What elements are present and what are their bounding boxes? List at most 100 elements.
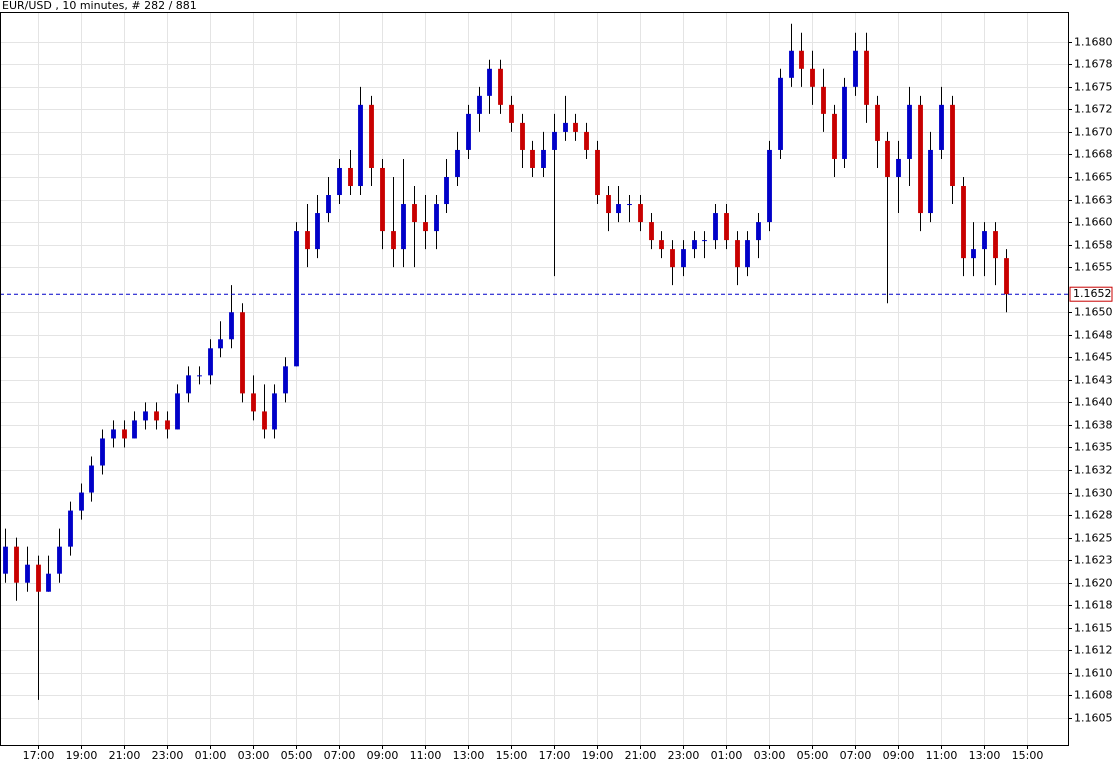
candle-body [982,231,987,250]
candle-body [595,149,600,196]
candle-body [434,204,439,232]
y-tick-label: 1.1630 [1074,487,1113,500]
candle-body [971,249,976,259]
candle-body [885,140,890,177]
candle-body [509,104,514,123]
candle-body [530,149,535,168]
y-tick-label: 1.1618 [1074,599,1113,612]
candle-body [143,411,148,421]
candle-body [627,204,632,206]
candle-body [907,104,912,159]
candle-body [1004,258,1009,295]
candle-body [412,204,417,223]
x-tick-label: 13:00 [453,749,485,761]
candle-body [649,222,654,241]
candle-body [573,122,578,132]
candle-body [939,104,944,150]
candle-body [3,546,8,574]
candle-body [692,240,697,250]
x-tick-label: 15:00 [496,749,528,761]
y-tick-label: 1.1643 [1074,374,1113,387]
candle-body [702,240,707,242]
candle-body [477,95,482,114]
candle-body [799,50,804,69]
x-tick-label: 11:00 [410,749,442,761]
candle-body [616,204,621,214]
candle-body [745,240,750,268]
candle-body [466,113,471,150]
y-tick-label: 1.1625 [1074,532,1113,545]
candle-body [283,366,288,394]
y-tick-label: 1.1675 [1074,81,1113,94]
y-tick-label: 1.1608 [1074,689,1113,702]
x-tick-label: 09:00 [883,749,915,761]
candle-body [928,149,933,214]
x-tick-label: 23:00 [668,749,700,761]
x-tick-label: 21:00 [109,749,141,761]
candle-body [842,86,847,159]
candle-body [57,546,62,574]
x-tick-label: 07:00 [324,749,356,761]
grid [0,12,1072,749]
candle-body [606,195,611,214]
candle-body [251,393,256,412]
candle-body [875,104,880,141]
y-tick-label: 1.1635 [1074,441,1113,454]
y-tick-label: 1.1648 [1074,329,1113,342]
plot-frame [0,12,1069,746]
candle-body [348,167,353,187]
candle-body [36,564,41,592]
candle-body [272,393,277,430]
candle-body [326,195,331,214]
x-tick-label: 19:00 [582,749,614,761]
candle-body [993,231,998,259]
candle-body [100,438,105,466]
candle-body [756,222,761,241]
x-tick-label: 03:00 [238,749,270,761]
marks [0,23,1068,700]
candle-body [778,77,783,150]
candle-body [369,104,374,168]
candle-body [79,492,84,511]
x-tick-label: 01:00 [711,749,743,761]
candle-body [950,104,955,187]
candle-body [670,249,675,268]
candle-body [918,104,923,214]
candle-body [186,375,191,394]
candle-body [208,348,213,376]
candle-body [315,213,320,250]
candle-body [132,420,137,439]
y-tick-label: 1.1612 [1074,644,1113,657]
candle-body [584,131,589,150]
candle-body [713,213,718,241]
candle-body [767,149,772,223]
candle-body [175,393,180,430]
candle-body [358,104,363,187]
candle-body [520,122,525,150]
x-tick-label: 01:00 [195,749,227,761]
y-tick-label: 1.1620 [1074,577,1113,590]
candle-body [46,573,51,592]
y-tick-label: 1.1663 [1074,194,1113,207]
y-tick-label: 1.1670 [1074,126,1113,139]
x-tick-label: 07:00 [840,749,872,761]
candle-body [122,429,127,439]
candle-body [552,131,557,150]
y-tick-label: 1.1645 [1074,351,1113,364]
x-tick-label: 19:00 [66,749,98,761]
candle-body [853,50,858,87]
candle-body [896,158,901,177]
x-tick-label: 05:00 [281,749,313,761]
x-tick-label: 15:00 [1012,749,1044,761]
candle-body [498,68,503,105]
candle-body [294,231,299,367]
y-tick-label: 1.1610 [1074,667,1113,680]
candle-body [821,86,826,114]
x-tick-label: 11:00 [926,749,958,761]
candle-body [789,50,794,78]
candle-body [380,167,385,232]
candle-body [305,231,310,250]
y-tick-label: 1.1660 [1074,216,1113,229]
